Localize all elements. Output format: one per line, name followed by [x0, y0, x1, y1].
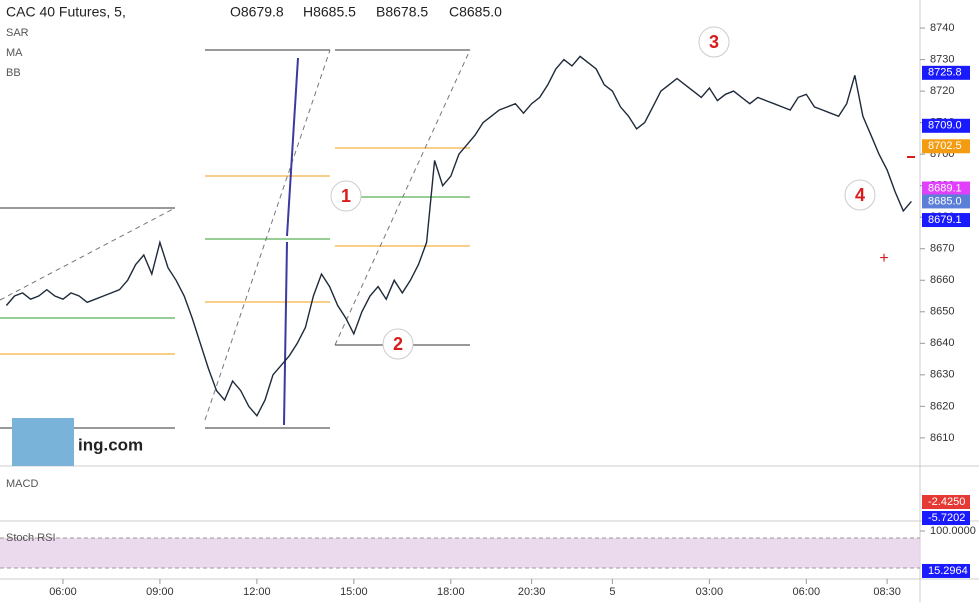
macd-label[interactable]: MACD — [6, 478, 38, 490]
y-tick-label: 8620 — [930, 400, 954, 412]
price-tag-label: -2.4250 — [928, 496, 965, 508]
indicator-label[interactable]: BB — [6, 67, 21, 79]
price-tag — [922, 181, 970, 196]
y-tick-label: 8610 — [930, 432, 954, 444]
price-tag — [922, 213, 970, 228]
stoch-label[interactable]: Stoch RSI — [6, 532, 56, 544]
x-tick-label: 18:00 — [437, 586, 465, 598]
x-tick-label: 08:30 — [873, 586, 901, 598]
x-tick-label: 5 — [609, 586, 615, 598]
symbol-title[interactable]: CAC 40 Futures, 5, — [6, 4, 126, 20]
x-tick-label: 09:00 — [146, 586, 174, 598]
y-tick-label: 8640 — [930, 337, 954, 349]
price-tag — [922, 194, 970, 209]
price-tag-label: 8685.0 — [928, 195, 962, 207]
y-tick-label: 8670 — [930, 243, 954, 255]
y-tick-label: 8660 — [930, 274, 954, 286]
y-tick-label: 8720 — [930, 85, 954, 97]
x-tick-label: 20:30 — [518, 586, 546, 598]
annotation-circles — [330, 26, 876, 360]
price-tag-label: 8679.1 — [928, 214, 962, 226]
price-tag-label: 8689.1 — [928, 182, 962, 194]
annotation: 2 — [393, 334, 403, 354]
stoch-band — [0, 538, 920, 568]
logo-image — [12, 418, 74, 466]
ohlc-close: C8685.0 — [449, 4, 502, 20]
x-tick-label: 03:00 — [696, 586, 724, 598]
logo-text: ing.com — [78, 435, 143, 454]
price-tag-label: 15.2964 — [928, 565, 968, 577]
x-tick-label: 06:00 — [49, 586, 77, 598]
price-tag — [922, 65, 970, 80]
price-tag — [922, 118, 970, 133]
price-tag — [922, 139, 970, 154]
x-tick-label: 12:00 — [243, 586, 271, 598]
annotation: 3 — [709, 32, 719, 52]
y-tick-label: 8630 — [930, 369, 954, 381]
price-line — [5, 55, 912, 418]
price-tag-label: 8709.0 — [928, 120, 962, 132]
x-tick-label: 06:00 — [793, 586, 821, 598]
drawings — [0, 49, 915, 429]
price-tag — [922, 495, 970, 510]
ohlc-bid: B8678.5 — [376, 4, 428, 20]
y-tick-label: 8740 — [930, 22, 954, 34]
indicator-label[interactable]: MA — [6, 47, 23, 59]
indicator-label[interactable]: SAR — [6, 27, 29, 39]
price-tag — [922, 563, 970, 578]
crosshair-marker: + — [879, 250, 888, 267]
ohlc-high: H8685.5 — [303, 4, 356, 20]
annotation: 4 — [855, 185, 865, 205]
y-tick-label: 100.0000 — [930, 525, 976, 537]
price-tag-label: -5.7202 — [928, 512, 965, 524]
price-tag-label: 8702.5 — [928, 140, 962, 152]
price-tag — [922, 511, 970, 526]
x-tick-label: 15:00 — [340, 586, 368, 598]
annotation: 1 — [341, 186, 351, 206]
y-tick-label: 8730 — [930, 53, 954, 65]
price-tag-label: 8725.8 — [928, 67, 962, 79]
y-tick-label: 8650 — [930, 306, 954, 318]
ohlc-open: O8679.8 — [230, 4, 284, 20]
